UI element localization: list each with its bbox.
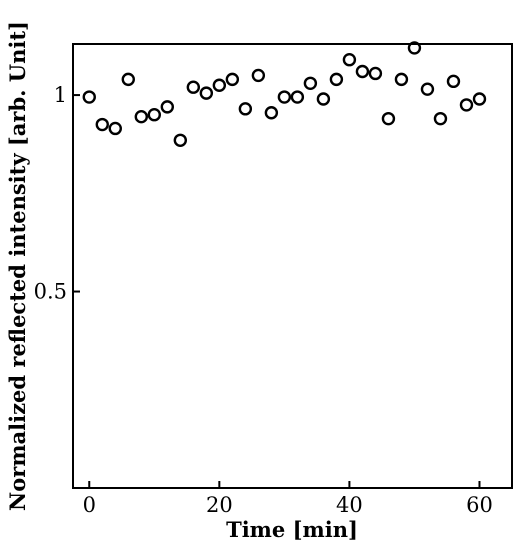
x-tick-label: 60 bbox=[466, 493, 493, 517]
data-markers bbox=[82, 41, 487, 147]
data-point bbox=[459, 98, 474, 112]
data-point bbox=[147, 108, 161, 122]
data-point bbox=[329, 72, 344, 87]
data-point bbox=[381, 111, 396, 126]
x-tick-label: 0 bbox=[83, 493, 96, 517]
data-point bbox=[173, 133, 188, 147]
data-point bbox=[316, 92, 331, 106]
data-point bbox=[420, 82, 435, 96]
data-point bbox=[407, 41, 422, 55]
data-point bbox=[160, 100, 175, 114]
data-point bbox=[277, 90, 292, 104]
x-tick-label: 40 bbox=[336, 493, 363, 517]
data-point bbox=[342, 53, 357, 67]
data-point bbox=[251, 68, 266, 83]
y-axis-title: Normalized reflected intensity [arb. Uni… bbox=[5, 21, 30, 511]
y-ticks bbox=[73, 94, 80, 293]
x-axis-title: Time [min] bbox=[226, 517, 358, 542]
data-point bbox=[212, 78, 227, 92]
data-point bbox=[290, 90, 305, 104]
data-point bbox=[121, 72, 135, 87]
data-point bbox=[199, 86, 214, 100]
y-tick-labels: 0.51 bbox=[34, 83, 67, 303]
data-point bbox=[394, 72, 409, 87]
data-point bbox=[225, 72, 240, 87]
data-point bbox=[355, 64, 370, 79]
data-point bbox=[95, 117, 109, 132]
x-tick-label: 20 bbox=[206, 493, 233, 517]
data-point bbox=[186, 80, 201, 94]
data-point bbox=[472, 92, 487, 106]
x-tick-labels: 0 20 40 60 bbox=[83, 493, 493, 517]
data-point bbox=[264, 106, 279, 120]
x-ticks bbox=[88, 481, 481, 488]
plot-frame bbox=[72, 43, 513, 489]
data-point bbox=[108, 121, 122, 136]
data-point bbox=[238, 102, 253, 116]
data-point bbox=[446, 74, 461, 89]
y-tick-label: 1 bbox=[54, 83, 67, 107]
data-point bbox=[433, 111, 448, 126]
data-point bbox=[368, 66, 383, 81]
data-point bbox=[134, 109, 148, 124]
data-point bbox=[303, 76, 318, 90]
y-tick-label: 0.5 bbox=[34, 280, 67, 304]
data-point bbox=[82, 90, 96, 104]
